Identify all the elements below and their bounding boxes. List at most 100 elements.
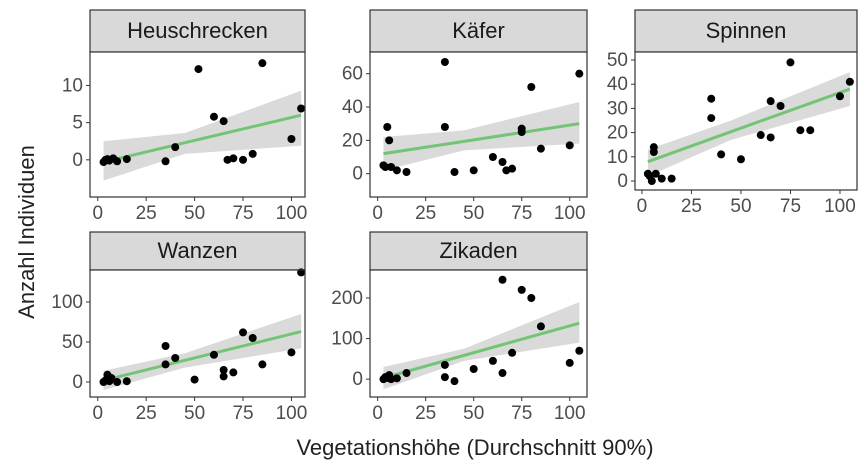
data-point — [498, 369, 507, 378]
data-point — [575, 346, 584, 355]
confidence-band — [383, 302, 580, 390]
x-axis-label: Vegetationshöhe (Durchschnitt 90%) — [296, 435, 653, 460]
trend-line — [647, 87, 851, 164]
x-tick-label: 100 — [276, 403, 308, 424]
data-point — [219, 117, 228, 126]
data-point — [806, 126, 815, 135]
data-point — [527, 293, 536, 302]
y-tick-label: 100 — [331, 329, 363, 350]
data-point — [248, 149, 257, 158]
strip-background — [369, 9, 588, 53]
data-point — [402, 168, 411, 176]
data-point — [219, 366, 228, 374]
trend-line — [103, 330, 302, 382]
data-point — [517, 285, 526, 294]
y-tick-label: 40 — [607, 74, 628, 95]
panel-title: Wanzen — [158, 238, 238, 263]
data-point — [536, 322, 545, 331]
data-point — [239, 155, 248, 164]
x-tick-label: 0 — [372, 203, 383, 224]
data-point — [161, 342, 170, 350]
data-point — [835, 92, 844, 101]
data-point — [209, 112, 218, 121]
panel-title: Käfer — [452, 18, 505, 43]
data-point — [258, 59, 267, 68]
data-point — [488, 356, 497, 365]
y-tick-label: 50 — [607, 50, 628, 71]
data-point — [469, 166, 478, 175]
y-tick-label: 20 — [607, 123, 628, 144]
strip-background — [89, 231, 306, 271]
data-point — [647, 177, 656, 186]
x-tick-label: 75 — [511, 203, 532, 224]
data-point — [171, 143, 180, 152]
trend-line — [383, 321, 580, 380]
data-point — [219, 372, 228, 381]
data-point — [488, 153, 497, 161]
x-tick-label: 25 — [136, 203, 157, 224]
y-axis-label: Anzahl Individuen — [14, 145, 39, 319]
data-point — [517, 124, 526, 133]
confidence-band — [383, 102, 580, 171]
data-point — [190, 375, 199, 384]
x-tick-label: 0 — [372, 403, 383, 424]
y-tick-label: 60 — [342, 64, 363, 85]
data-point — [229, 368, 238, 377]
x-tick-label: 75 — [232, 203, 253, 224]
plot-border — [369, 51, 588, 198]
y-tick-label: 20 — [342, 130, 363, 151]
data-point — [717, 150, 726, 159]
data-point — [651, 169, 660, 178]
data-point — [440, 373, 449, 382]
data-point — [122, 155, 131, 164]
data-point — [536, 144, 545, 153]
data-point — [469, 365, 478, 374]
data-point — [113, 157, 122, 166]
data-point — [707, 114, 716, 123]
trend-line — [383, 122, 580, 156]
strip-background — [89, 9, 306, 53]
data-point — [766, 133, 775, 142]
data-point — [113, 378, 122, 386]
data-point — [440, 58, 449, 66]
plot-border — [634, 51, 858, 191]
data-point — [239, 328, 248, 337]
x-tick-label: 0 — [92, 203, 103, 224]
data-point — [786, 58, 795, 67]
data-point — [498, 275, 507, 284]
x-tick-label: 100 — [554, 403, 586, 424]
data-point — [258, 360, 267, 369]
data-point — [161, 360, 170, 369]
data-point — [565, 141, 574, 150]
y-tick-label: 0 — [72, 372, 83, 393]
x-tick-label: 50 — [730, 196, 751, 217]
data-point — [657, 174, 666, 183]
data-point — [776, 101, 785, 110]
panel-title: Zikaden — [439, 238, 517, 263]
data-point — [229, 154, 238, 163]
data-point — [383, 123, 392, 131]
data-point — [508, 348, 517, 357]
data-point — [287, 135, 296, 143]
y-tick-label: 10 — [607, 147, 628, 168]
x-tick-label: 75 — [780, 196, 801, 217]
data-point — [450, 377, 459, 386]
data-point — [297, 104, 306, 113]
data-point — [161, 157, 170, 166]
y-tick-label: 50 — [62, 332, 83, 353]
y-tick-label: 30 — [607, 98, 628, 119]
data-point — [107, 374, 116, 382]
x-tick-label: 25 — [415, 203, 436, 224]
data-point — [287, 348, 296, 357]
data-point — [209, 350, 218, 359]
data-point — [392, 166, 401, 175]
x-tick-label: 100 — [276, 203, 308, 224]
x-tick-label: 25 — [415, 403, 436, 424]
data-point — [508, 164, 517, 173]
data-point — [194, 65, 203, 74]
data-point — [440, 123, 449, 131]
data-point — [845, 77, 854, 86]
plot-border — [89, 51, 306, 198]
y-tick-label: 200 — [331, 288, 363, 309]
